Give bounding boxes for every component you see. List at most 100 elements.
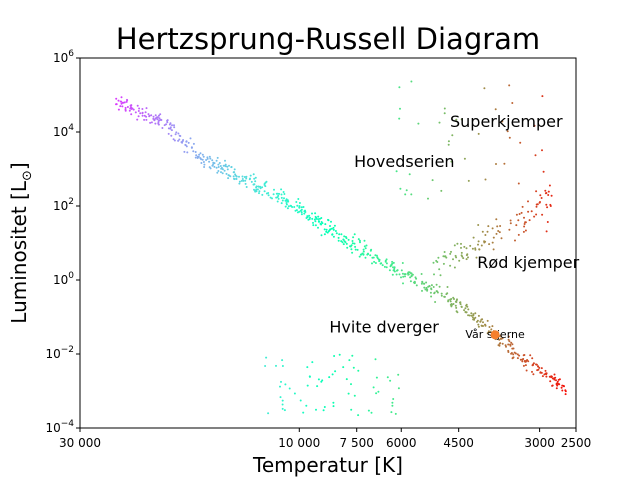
star-point	[436, 290, 439, 293]
star-point	[472, 313, 475, 316]
star-point	[311, 217, 314, 220]
star-point	[320, 221, 323, 223]
star-point	[283, 193, 286, 195]
star-point	[430, 284, 433, 287]
star-point	[392, 269, 395, 272]
star-point	[463, 245, 466, 248]
star-point	[374, 254, 377, 257]
star-point	[477, 132, 480, 135]
star-point	[153, 119, 156, 121]
star-point	[544, 189, 547, 192]
star-point	[409, 276, 412, 279]
star-point	[445, 256, 448, 259]
star-point	[508, 228, 511, 231]
star-point	[167, 132, 170, 135]
star-point	[281, 403, 284, 406]
star-point	[459, 303, 462, 306]
star-point	[311, 212, 313, 215]
star-point	[130, 107, 133, 110]
star-point	[294, 209, 297, 212]
star-point	[276, 192, 279, 195]
star-point	[277, 197, 280, 200]
star-point	[486, 319, 489, 322]
star-point	[258, 190, 261, 193]
star-point	[517, 233, 520, 236]
star-point	[391, 404, 394, 407]
star-point	[120, 100, 123, 103]
star-point	[558, 383, 561, 386]
star-point	[297, 198, 300, 200]
star-point	[496, 225, 499, 228]
star-point	[531, 370, 533, 373]
star-point	[200, 162, 203, 164]
star-point	[299, 399, 302, 402]
star-point	[202, 155, 205, 158]
star-point	[453, 266, 456, 269]
star-point	[345, 378, 348, 381]
star-point	[499, 225, 502, 227]
star-point	[124, 109, 127, 112]
star-point	[421, 280, 424, 283]
star-point	[308, 214, 311, 217]
star-point	[410, 80, 413, 83]
star-point	[208, 160, 211, 163]
star-point	[323, 406, 326, 408]
star-point	[553, 377, 556, 380]
star-point	[506, 130, 509, 133]
star-point	[372, 386, 375, 389]
star-point	[550, 376, 553, 379]
star-point	[184, 143, 187, 146]
star-point	[383, 265, 386, 268]
star-point	[537, 365, 539, 368]
star-point	[404, 275, 406, 278]
star-point	[136, 104, 139, 107]
star-point	[395, 269, 398, 272]
star-point	[126, 106, 129, 108]
star-point	[138, 107, 141, 110]
star-point	[545, 203, 548, 206]
star-point	[415, 284, 418, 287]
star-point	[483, 87, 486, 90]
star-point	[367, 252, 369, 255]
star-point	[196, 155, 199, 158]
star-point	[471, 316, 474, 319]
star-point	[319, 222, 322, 225]
star-point	[287, 205, 290, 208]
star-point	[178, 138, 181, 141]
star-point	[338, 353, 341, 356]
star-point	[145, 118, 148, 121]
star-point	[403, 273, 406, 276]
y-tick-label: 10−2	[45, 345, 74, 361]
star-point	[156, 116, 159, 119]
star-point	[325, 230, 328, 233]
star-point	[464, 307, 467, 310]
star-point	[438, 121, 441, 124]
star-point	[206, 157, 209, 160]
star-point	[456, 298, 458, 301]
star-point	[125, 100, 128, 103]
star-point	[455, 256, 458, 259]
star-point	[244, 179, 247, 182]
star-point	[326, 231, 329, 234]
star-point	[357, 238, 360, 241]
star-point	[363, 245, 366, 248]
star-point	[453, 298, 455, 300]
star-point	[477, 323, 480, 326]
star-point	[536, 369, 539, 372]
star-point	[300, 211, 303, 214]
star-point	[352, 366, 355, 369]
y-axis-label-close: ]	[7, 162, 31, 170]
star-point	[525, 359, 528, 362]
star-point	[253, 177, 256, 180]
star-point	[152, 115, 155, 118]
star-point	[329, 225, 331, 227]
star-point	[439, 274, 442, 277]
star-point	[170, 129, 173, 132]
star-point	[385, 266, 388, 269]
star-point	[279, 396, 282, 399]
star-point	[389, 379, 392, 382]
star-point	[264, 181, 267, 184]
star-point	[194, 156, 197, 159]
star-point	[475, 256, 478, 259]
star-point	[172, 138, 175, 141]
